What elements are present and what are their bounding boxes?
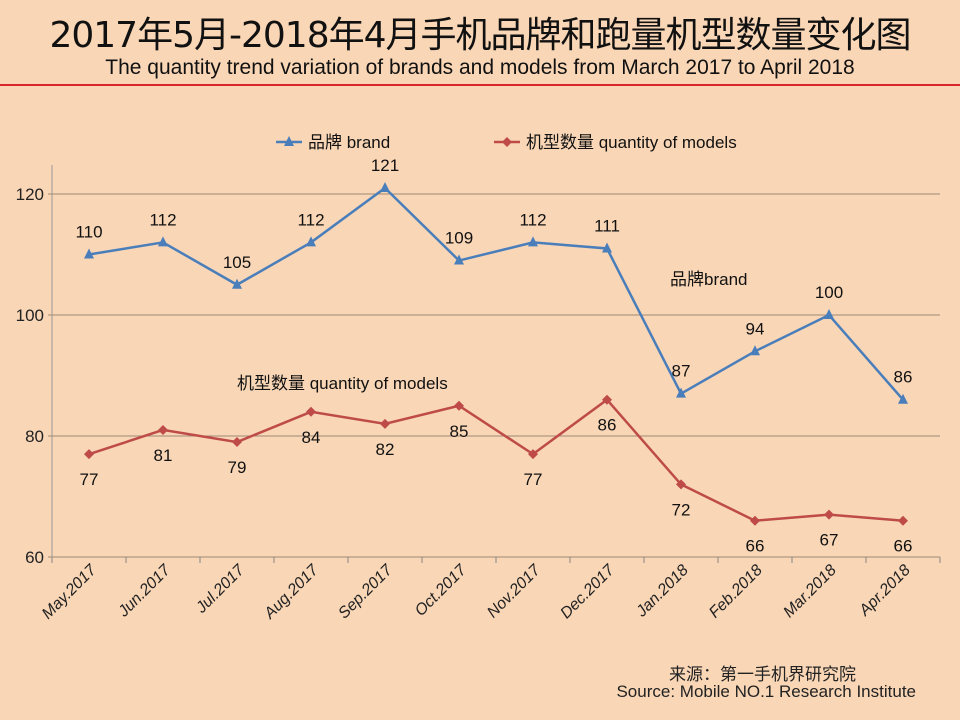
- models-marker: [306, 406, 316, 417]
- y-tick-label: 80: [25, 427, 44, 446]
- models-marker: [232, 437, 242, 448]
- brand-marker: [602, 242, 612, 253]
- x-tick-label: Jun.2017: [115, 561, 175, 621]
- brand-marker: [750, 345, 760, 356]
- brand-marker: [676, 387, 686, 398]
- data-label: 110: [75, 223, 102, 242]
- x-tick-label: Nov.2017: [484, 561, 544, 621]
- source-cn: 来源：第一手机界研究院: [669, 665, 856, 684]
- brand-marker: [824, 309, 834, 319]
- series-line-0: [88, 186, 904, 401]
- series-line-1: [88, 398, 904, 522]
- data-label: 81: [154, 446, 173, 465]
- data-label: 94: [746, 319, 765, 338]
- data-label: 86: [894, 368, 913, 387]
- x-tick-label: Apr.2018: [856, 562, 914, 620]
- models-marker: [84, 449, 94, 460]
- y-tick-label: 100: [16, 306, 44, 325]
- data-label: 67: [820, 531, 839, 550]
- models-marker: [750, 515, 760, 526]
- data-label: 105: [223, 253, 251, 272]
- x-tick-label: Aug.2017: [261, 561, 323, 623]
- data-label: 77: [80, 470, 99, 489]
- data-label: 77: [524, 470, 543, 489]
- brand-marker: [454, 254, 464, 265]
- data-label: 82: [376, 440, 395, 459]
- models-marker: [676, 479, 686, 490]
- data-label: 100: [815, 283, 843, 302]
- annotation-models: 机型数量 quantity of models: [237, 374, 448, 393]
- models-marker: [528, 449, 538, 460]
- brand-marker: [84, 248, 94, 259]
- legend-triangle-icon: [284, 136, 294, 146]
- brand-marker: [528, 236, 538, 247]
- x-tick-label: May.2017: [39, 561, 101, 623]
- x-tick-label: Oct.2017: [412, 561, 471, 620]
- data-label: 84: [302, 428, 321, 447]
- brand-marker: [380, 181, 390, 192]
- brand-marker: [898, 393, 908, 404]
- data-label: 111: [594, 216, 620, 235]
- legend-diamond-icon: [502, 137, 512, 147]
- data-label: 87: [672, 362, 691, 381]
- models-marker: [380, 418, 390, 429]
- data-label: 112: [519, 210, 546, 229]
- data-label: 112: [149, 210, 176, 229]
- x-tick-label: Dec.2017: [557, 561, 618, 622]
- x-tick-label: Jan.2018: [633, 562, 692, 621]
- legend-label: 机型数量 quantity of models: [526, 133, 737, 152]
- brand-marker: [306, 236, 316, 247]
- x-tick-label: Sep.2017: [335, 561, 396, 622]
- x-tick-label: Feb.2018: [706, 562, 766, 622]
- data-label: 72: [672, 500, 691, 519]
- models-marker: [454, 400, 464, 411]
- models-marker: [602, 394, 612, 405]
- data-label: 109: [445, 229, 473, 248]
- data-label: 112: [297, 210, 324, 229]
- brand-marker: [158, 236, 168, 247]
- legend-label: 品牌 brand: [308, 133, 390, 152]
- page-subtitle: The quantity trend variation of brands a…: [105, 56, 855, 79]
- title-divider: [0, 84, 960, 86]
- models-marker: [158, 424, 168, 435]
- data-label: 66: [894, 537, 913, 556]
- annotation-brand: 品牌brand: [670, 270, 747, 289]
- data-label: 66: [746, 537, 765, 556]
- page-title: 2017年5月-2018年4月手机品牌和跑量机型数量变化图: [49, 15, 911, 56]
- data-label: 121: [371, 156, 399, 175]
- models-marker: [824, 509, 834, 520]
- source-en: Source: Mobile NO.1 Research Institute: [616, 682, 916, 701]
- data-label: 86: [598, 416, 617, 435]
- brand-marker: [232, 278, 242, 289]
- x-tick-label: Mar.2018: [780, 562, 839, 621]
- y-tick-label: 60: [25, 548, 44, 567]
- data-label: 85: [450, 422, 469, 441]
- y-tick-label: 120: [16, 185, 44, 204]
- models-marker: [898, 515, 908, 526]
- data-label: 79: [228, 458, 247, 477]
- x-tick-label: Jul.2017: [192, 561, 248, 617]
